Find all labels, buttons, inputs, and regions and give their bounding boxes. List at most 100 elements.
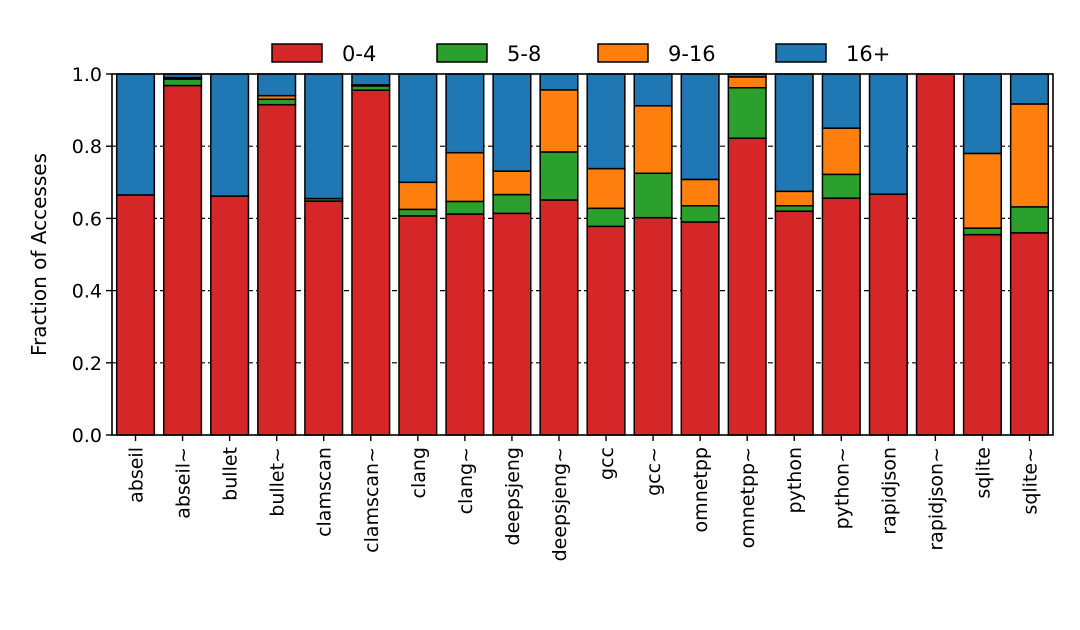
legend-label-16+: 16+: [846, 42, 890, 66]
x-tick-label: bullet: [220, 447, 242, 501]
x-tick-label: sqlite~: [1019, 447, 1041, 515]
x-tick-label: clang: [408, 447, 430, 498]
bar-clang-16+: [398, 73, 438, 184]
bar-deepsjeng-9-16: [492, 170, 532, 196]
bar-omnetpp~-0-4: [727, 137, 767, 436]
bar-clang-0-4: [398, 215, 438, 436]
x-tick-label: deepsjeng~: [549, 447, 571, 561]
bar-clang~-0-4: [445, 213, 485, 436]
bar-gcc-0-4: [586, 225, 626, 436]
bar-deepsjeng~-16+: [539, 73, 579, 91]
plot-frame: [111, 73, 1054, 436]
bar-clang~-16+: [445, 73, 485, 154]
y-tick-label: 0.4: [72, 281, 102, 303]
y-tick-label: 0.8: [72, 136, 102, 158]
bar-sqlite~-9-16: [1009, 103, 1050, 208]
bar-gcc-16+: [586, 73, 626, 170]
bar-sqlite~-0-4: [1009, 232, 1050, 436]
bar-deepsjeng-0-4: [492, 212, 532, 436]
bar-gcc-5-8: [586, 207, 626, 228]
bar-rapidjson-16+: [868, 73, 908, 195]
legend-label-9-16: 9-16: [668, 42, 716, 66]
x-tick-label: rapidjson~: [925, 447, 947, 551]
bar-gcc~-16+: [633, 73, 673, 107]
legend-swatch-5-8: [436, 43, 488, 63]
bar-sqlite~-16+: [1009, 73, 1050, 105]
bar-gcc-9-16: [586, 167, 626, 210]
x-tick-label: abseil: [126, 447, 148, 503]
bar-clamscan-16+: [304, 73, 344, 200]
bar-python~-9-16: [821, 127, 861, 176]
x-tick-label: omnetpp~: [737, 447, 759, 548]
x-tick-label: python~: [831, 447, 853, 529]
bar-clamscan-0-4: [304, 200, 344, 436]
x-tick-label: python: [784, 447, 806, 513]
bar-sqlite-16+: [962, 73, 1002, 155]
x-axis: abseil abseil~ bullet bullet~ clamscan clamsc…: [126, 435, 1041, 561]
x-tick-label: gcc~: [643, 447, 665, 496]
bar-clang~-5-8: [445, 200, 485, 215]
x-tick-label: abseil~: [173, 447, 195, 519]
bar-bullet~-16+: [257, 73, 297, 97]
bar-bullet-16+: [210, 73, 250, 197]
x-tick-label: rapidjson: [878, 447, 900, 535]
bar-python-9-16: [774, 190, 814, 207]
x-tick-label: gcc: [596, 447, 618, 480]
bar-omnetpp-9-16: [680, 178, 720, 207]
y-tick-label: 1.0: [72, 64, 102, 86]
legend-label-5-8: 5-8: [507, 42, 541, 66]
bar-bullet~-0-4: [257, 103, 297, 436]
y-axis: 0.0 0.2 0.4 0.6 0.8 1.0: [72, 64, 112, 447]
bar-omnetpp-16+: [680, 73, 720, 181]
bar-abseil-0-4: [115, 194, 156, 436]
bar-clang~-9-16: [445, 151, 485, 203]
x-tick-label: clamscan: [314, 447, 336, 537]
bar-sqlite-9-16: [962, 152, 1002, 229]
x-tick-label: deepsjeng: [502, 447, 524, 545]
legend-swatch-9-16: [597, 43, 649, 63]
bar-bullet~-5-8: [257, 98, 297, 106]
bar-deepsjeng-5-8: [492, 193, 532, 215]
bar-deepsjeng-16+: [492, 73, 532, 172]
bar-gcc~-0-4: [633, 216, 673, 436]
x-tick-label: bullet~: [267, 447, 289, 517]
grid-lines: [112, 145, 1053, 364]
bar-deepsjeng~-0-4: [539, 199, 579, 436]
bar-omnetpp~-5-8: [727, 86, 767, 140]
bar-omnetpp-5-8: [680, 205, 720, 223]
bar-python-0-4: [774, 210, 814, 436]
bar-python~-16+: [821, 73, 861, 129]
bar-gcc~-5-8: [633, 172, 673, 219]
bar-python-5-8: [774, 205, 814, 212]
bar-clamscan~-16+: [351, 73, 391, 86]
bar-clamscan~-0-4: [351, 89, 391, 436]
legend: 0-4 5-8 9-16 16+: [271, 42, 890, 66]
bar-gcc~-9-16: [633, 105, 673, 175]
bar-omnetpp-0-4: [680, 221, 720, 436]
bar-abseil~-5-8: [163, 78, 203, 87]
bar-python-16+: [774, 73, 814, 193]
bar-sqlite~-5-8: [1009, 206, 1050, 234]
legend-label-0-4: 0-4: [342, 42, 376, 66]
bars: [115, 73, 1050, 436]
bar-deepsjeng~-5-8: [539, 151, 579, 201]
bar-rapidjson-0-4: [868, 193, 908, 436]
bar-sqlite-5-8: [962, 227, 1002, 236]
bar-python~-5-8: [821, 173, 861, 199]
x-tick-label: omnetpp: [690, 447, 712, 532]
bar-python~-0-4: [821, 197, 861, 436]
x-tick-label: clamscan~: [361, 447, 383, 553]
bar-bullet-0-4: [210, 195, 250, 436]
legend-swatch-0-4: [271, 43, 323, 63]
bar-clang-9-16: [398, 181, 438, 211]
bar-clang-5-8: [398, 208, 438, 217]
legend-swatch-16+: [775, 43, 827, 63]
x-tick-label: clang~: [455, 447, 477, 514]
bar-rapidjson~-0-4: [915, 73, 955, 436]
bar-deepsjeng~-9-16: [539, 89, 579, 153]
y-tick-label: 0.6: [72, 208, 102, 230]
y-tick-label: 0.0: [72, 425, 102, 447]
y-axis-title: Fraction of Accesses: [27, 153, 51, 356]
y-tick-label: 0.2: [72, 353, 102, 375]
